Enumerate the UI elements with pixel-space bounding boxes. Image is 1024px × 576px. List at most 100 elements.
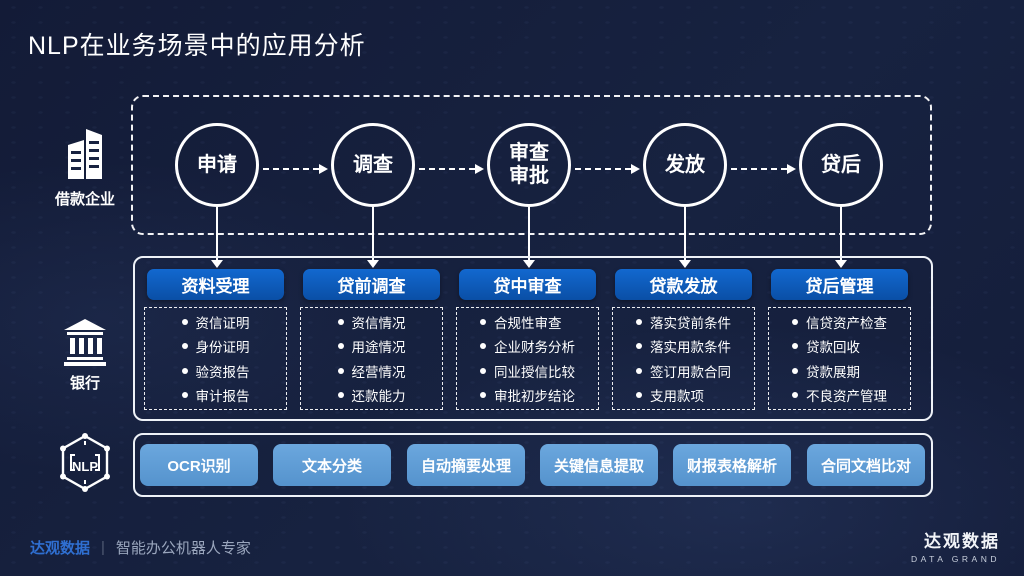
stage-item-list: 落实贷前条件 落实用款条件 签订用款合同 支用款项 xyxy=(612,307,755,410)
bullet-icon xyxy=(792,343,798,350)
list-item: 贷款回收 xyxy=(792,336,887,356)
bank-stages-box xyxy=(133,256,933,421)
list-item: 同业授信比较 xyxy=(480,361,575,381)
step-connector xyxy=(528,207,530,261)
bullet-icon xyxy=(480,391,486,398)
actor-borrower-label: 借款企业 xyxy=(54,191,115,208)
down-arrow-icon xyxy=(367,260,379,268)
bullet-icon xyxy=(792,319,798,326)
bullet-icon xyxy=(636,367,642,374)
list-item-label: 企业财务分析 xyxy=(494,340,575,356)
list-item-label: 审批初步结论 xyxy=(494,388,575,404)
list-item-label: 用途情况 xyxy=(351,340,406,356)
list-item-label: 同业授信比较 xyxy=(494,364,575,380)
footer-tagline: 智能办公机器人专家 xyxy=(115,540,251,557)
stage-header-preloan: 贷前调查 xyxy=(303,269,440,300)
list-item: 支用款项 xyxy=(636,385,731,405)
bullet-icon xyxy=(480,343,486,350)
process-flow-box xyxy=(131,95,932,235)
step-connector xyxy=(684,207,686,261)
page-title: NLP在业务场景中的应用分析 xyxy=(28,32,366,60)
list-item: 落实贷前条件 xyxy=(636,312,731,332)
list-item-label: 支用款项 xyxy=(650,388,704,404)
down-arrow-icon xyxy=(835,260,847,268)
list-item: 审批初步结论 xyxy=(480,385,575,405)
bullet-icon xyxy=(337,343,344,350)
stage-header-midloan: 贷中审查 xyxy=(459,269,596,300)
capability-report-table-parsing: 财报表格解析 xyxy=(673,444,791,486)
down-arrow-icon xyxy=(211,260,223,268)
actor-bank-label: 银行 xyxy=(69,375,100,392)
step-label: 申请 xyxy=(197,153,237,176)
bank-icon xyxy=(64,319,106,366)
list-item: 还款能力 xyxy=(337,385,406,405)
actor-bank: 银行 xyxy=(35,317,135,393)
stage-header-postloan: 贷后管理 xyxy=(771,269,908,300)
bullet-icon xyxy=(480,319,486,326)
list-item-label: 合规性审查 xyxy=(494,316,562,332)
bullet-icon xyxy=(181,367,188,374)
capability-ocr: OCR识别 xyxy=(140,444,258,486)
list-item-label: 贷款展期 xyxy=(806,364,860,380)
list-item: 落实用款条件 xyxy=(636,336,731,356)
bullet-icon xyxy=(337,319,344,326)
bullet-icon xyxy=(792,391,798,398)
footer-brand: 达观数据 xyxy=(30,540,91,557)
stage-item-list: 资信证明 身份证明 验资报告 审计报告 xyxy=(144,307,287,410)
down-arrow-icon xyxy=(523,260,535,268)
bullet-icon xyxy=(181,343,188,350)
footer-logo-en: DATA GRAND xyxy=(911,554,1000,564)
bullet-icon xyxy=(337,391,344,398)
step-label: 调查 xyxy=(353,153,393,176)
actor-borrower: 借款企业 xyxy=(35,127,135,209)
list-item: 信贷资产检查 xyxy=(792,312,887,332)
list-item: 企业财务分析 xyxy=(480,336,575,356)
stage-item-list: 合规性审查 企业财务分析 同业授信比较 审批初步结论 xyxy=(456,307,599,410)
bullet-icon xyxy=(337,367,344,374)
list-item: 不良资产管理 xyxy=(792,385,887,405)
bullet-icon xyxy=(636,319,642,326)
list-item-label: 还款能力 xyxy=(351,388,406,404)
list-item-label: 签订用款合同 xyxy=(650,364,731,380)
list-item: 资信情况 xyxy=(337,312,406,332)
list-item: 资信证明 xyxy=(181,312,250,332)
step-arrow-icon xyxy=(575,164,640,174)
list-item: 审计报告 xyxy=(181,385,250,405)
list-item-label: 落实贷前条件 xyxy=(650,316,731,332)
list-item: 合规性审查 xyxy=(480,312,575,332)
nlp-hexagon-icon: NLP xyxy=(60,433,110,492)
list-item: 经营情况 xyxy=(337,361,406,381)
building-icon xyxy=(68,129,102,179)
bullet-icon xyxy=(181,319,188,326)
step-arrow-icon xyxy=(731,164,796,174)
footer: 达观数据 | 智能办公机器人专家 xyxy=(30,537,251,558)
list-item: 身份证明 xyxy=(181,336,250,356)
step-connector xyxy=(840,207,842,261)
list-item: 签订用款合同 xyxy=(636,361,731,381)
step-circle-postloan: 贷后 xyxy=(799,123,883,207)
step-circle-investigate: 调查 xyxy=(331,123,415,207)
stage-header-intake: 资料受理 xyxy=(147,269,284,300)
footer-logo-cn: 达观数据 xyxy=(924,532,1000,551)
step-connector xyxy=(372,207,374,261)
actor-nlp-label: NLP xyxy=(72,459,98,474)
list-item-label: 经营情况 xyxy=(351,364,406,380)
list-item-label: 不良资产管理 xyxy=(806,388,887,404)
list-item: 贷款展期 xyxy=(792,361,887,381)
capability-key-info-extraction: 关键信息提取 xyxy=(540,444,658,486)
list-item: 验资报告 xyxy=(181,361,250,381)
capability-auto-summary: 自动摘要处理 xyxy=(407,444,525,486)
bullet-icon xyxy=(636,391,642,398)
footer-separator: | xyxy=(101,539,105,556)
list-item-label: 资信证明 xyxy=(195,316,250,332)
footer-logo: 达观数据 DATA GRAND xyxy=(911,527,1000,564)
stage-item-list: 信贷资产检查 贷款回收 贷款展期 不良资产管理 xyxy=(768,307,911,410)
capability-contract-compare: 合同文档比对 xyxy=(807,444,925,486)
step-circle-review-approve: 审查审批 xyxy=(487,123,571,207)
list-item-label: 信贷资产检查 xyxy=(806,316,887,332)
step-label: 发放 xyxy=(665,153,705,176)
list-item: 用途情况 xyxy=(337,336,406,356)
list-item-label: 身份证明 xyxy=(195,340,250,356)
bullet-icon xyxy=(792,367,798,374)
